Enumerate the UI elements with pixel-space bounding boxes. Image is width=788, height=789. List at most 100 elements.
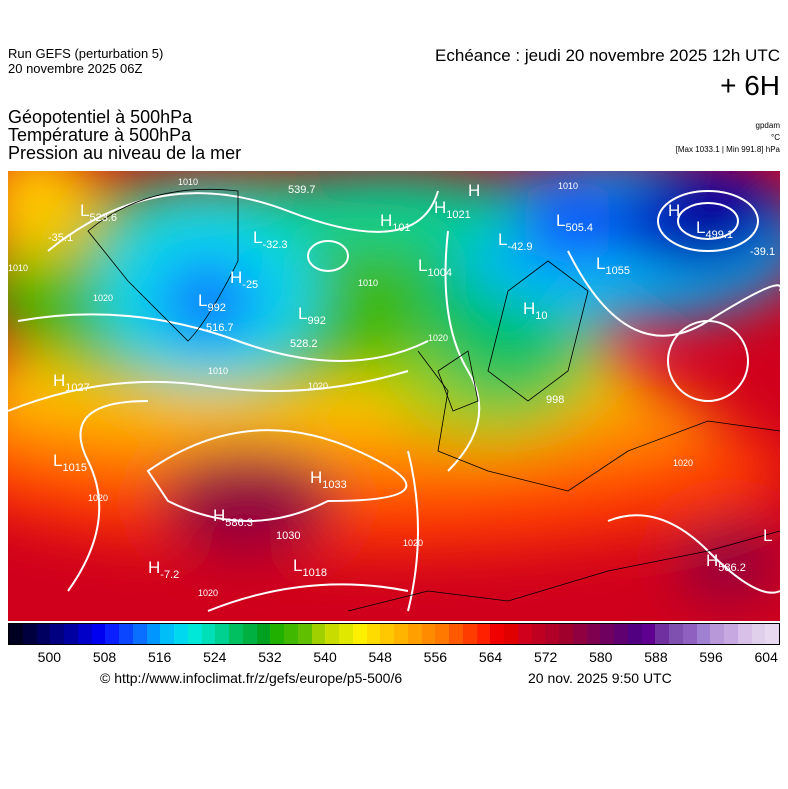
pressure-center-label: L499.1: [696, 218, 733, 241]
field-titles: Géopotentiel à 500hPa Température à 500h…: [8, 108, 241, 162]
colorbar-cell: [284, 624, 298, 644]
colorbar-cell: [64, 624, 78, 644]
colorbar-cell: [270, 624, 284, 644]
colorbar-cell: [394, 624, 408, 644]
pressure-center-label: H1027: [53, 371, 90, 394]
colorbar-tick: 604: [754, 649, 778, 665]
colorbar-cell: [435, 624, 449, 644]
pressure-center-label: -35.1: [48, 232, 73, 244]
colorbar-cell: [77, 624, 92, 644]
colorbar-cell: [22, 624, 37, 644]
colorbar-cell: [710, 624, 724, 644]
pressure-center-label: -39.1: [750, 246, 775, 258]
colorbar-cell: [682, 624, 697, 644]
pressure-center-label: L-42.9: [498, 230, 533, 253]
title-temperature: Température à 500hPa: [8, 125, 192, 145]
colorbar-cell: [242, 624, 257, 644]
run-date: 20 novembre 2025 06Z: [8, 61, 143, 76]
colorbar-tick: 580: [589, 649, 613, 665]
colorbar-cell: [160, 624, 174, 644]
pressure-center-label: L992: [298, 304, 326, 327]
colorbar-cell: [696, 624, 711, 644]
timestamp: 20 nov. 2025 9:50 UTC: [528, 670, 672, 686]
title-pressure: Pression au niveau de la mer: [8, 143, 242, 163]
pressure-center-label: H: [668, 201, 680, 220]
colorbar-cell: [751, 624, 766, 644]
colorbar-cell: [380, 624, 394, 644]
colorbar-cell: [174, 624, 188, 644]
colorbar-cell: [36, 624, 51, 644]
colorbar-tick: 564: [478, 649, 503, 665]
colorbar-cell: [229, 624, 243, 644]
colorbar-tick: 540: [313, 649, 337, 665]
colorbar-cell: [187, 624, 202, 644]
colorbar-tick: 548: [368, 649, 392, 665]
run-info: Run GEFS (perturbation 5) 20 novembre 20…: [8, 46, 163, 76]
isobar-label: 1010: [208, 366, 228, 376]
isobar-label: 1020: [198, 588, 218, 598]
isobars: [8, 190, 780, 612]
isobar-label: 1010: [558, 181, 578, 191]
colorbar-tick: 556: [423, 649, 448, 665]
pressure-center-label: 1030: [276, 530, 300, 542]
colorbar-cell: [339, 624, 353, 644]
pressure-center-label: H10: [523, 299, 548, 322]
colorbar-cell: [476, 624, 491, 644]
colorbar-cell: [311, 624, 326, 644]
credit: © http://www.infoclimat.fr/z/gefs/europe…: [100, 670, 403, 686]
pressure-center-label: H586.3: [213, 506, 253, 529]
colorbar-tick: 588: [644, 649, 668, 665]
colorbar-cell: [586, 624, 601, 644]
colorbar-tick: 524: [203, 649, 227, 665]
colorbar-cell: [9, 624, 23, 644]
colorbar-tick: 516: [147, 649, 172, 665]
pressure-center-label: H-25: [230, 268, 258, 291]
colorbar-cell: [627, 624, 642, 644]
isobar-label: 1020: [428, 333, 448, 343]
isobar-label: 1010: [8, 263, 28, 273]
pressure-center-label: H1033: [310, 468, 347, 491]
colorbar-cell: [91, 624, 106, 644]
unit-pressure: [Max 1033.1 | Min 991.8] hPa: [675, 145, 780, 154]
colorbar-cell: [531, 624, 546, 644]
colorbar-cell: [449, 624, 463, 644]
forecast-valid-time: Echéance : jeudi 20 novembre 2025 12h UT…: [435, 46, 780, 65]
colorbar-cell: [421, 624, 436, 644]
colorbar-tick: 500: [37, 649, 62, 665]
colorbar-cell: [256, 624, 271, 644]
colorbar-cell: [366, 624, 381, 644]
isobar-label: 1010: [178, 177, 198, 187]
colorbar-cell: [297, 624, 312, 644]
pressure-center-label: L1018: [293, 556, 327, 579]
pressure-center-label: H586.2: [706, 551, 746, 574]
pressure-center-label: L: [763, 526, 772, 545]
colorbar: [8, 623, 780, 645]
pressure-center-label: L1004: [418, 256, 452, 279]
colorbar-cell: [407, 624, 422, 644]
isobar-label: 1020: [673, 458, 693, 468]
colorbar-cell: [490, 624, 504, 644]
colorbar-tick: 508: [92, 649, 117, 665]
colorbar-cell: [504, 624, 518, 644]
run-name: Run GEFS (perturbation 5): [8, 46, 164, 61]
isobar-label: 1020: [88, 493, 108, 503]
colorbar-cell: [724, 624, 738, 644]
colorbar-cell: [765, 624, 779, 644]
colorbar-cell: [641, 624, 656, 644]
colorbar-cell: [655, 624, 669, 644]
colorbar-cell: [572, 624, 587, 644]
colorbar-cell: [325, 624, 339, 644]
colorbar-cell: [545, 624, 559, 644]
colorbar-cell: [517, 624, 532, 644]
colorbar-cell: [146, 624, 161, 644]
colorbar-tick: 572: [533, 649, 558, 665]
unit-temperature: °C: [771, 133, 780, 142]
unit-geopotential: gpdam: [755, 121, 780, 130]
pressure-center-label: 528.2: [290, 338, 318, 350]
pressure-center-label: H1021: [434, 198, 471, 221]
pressure-center-label: H: [468, 181, 480, 200]
colorbar-cell: [600, 624, 614, 644]
